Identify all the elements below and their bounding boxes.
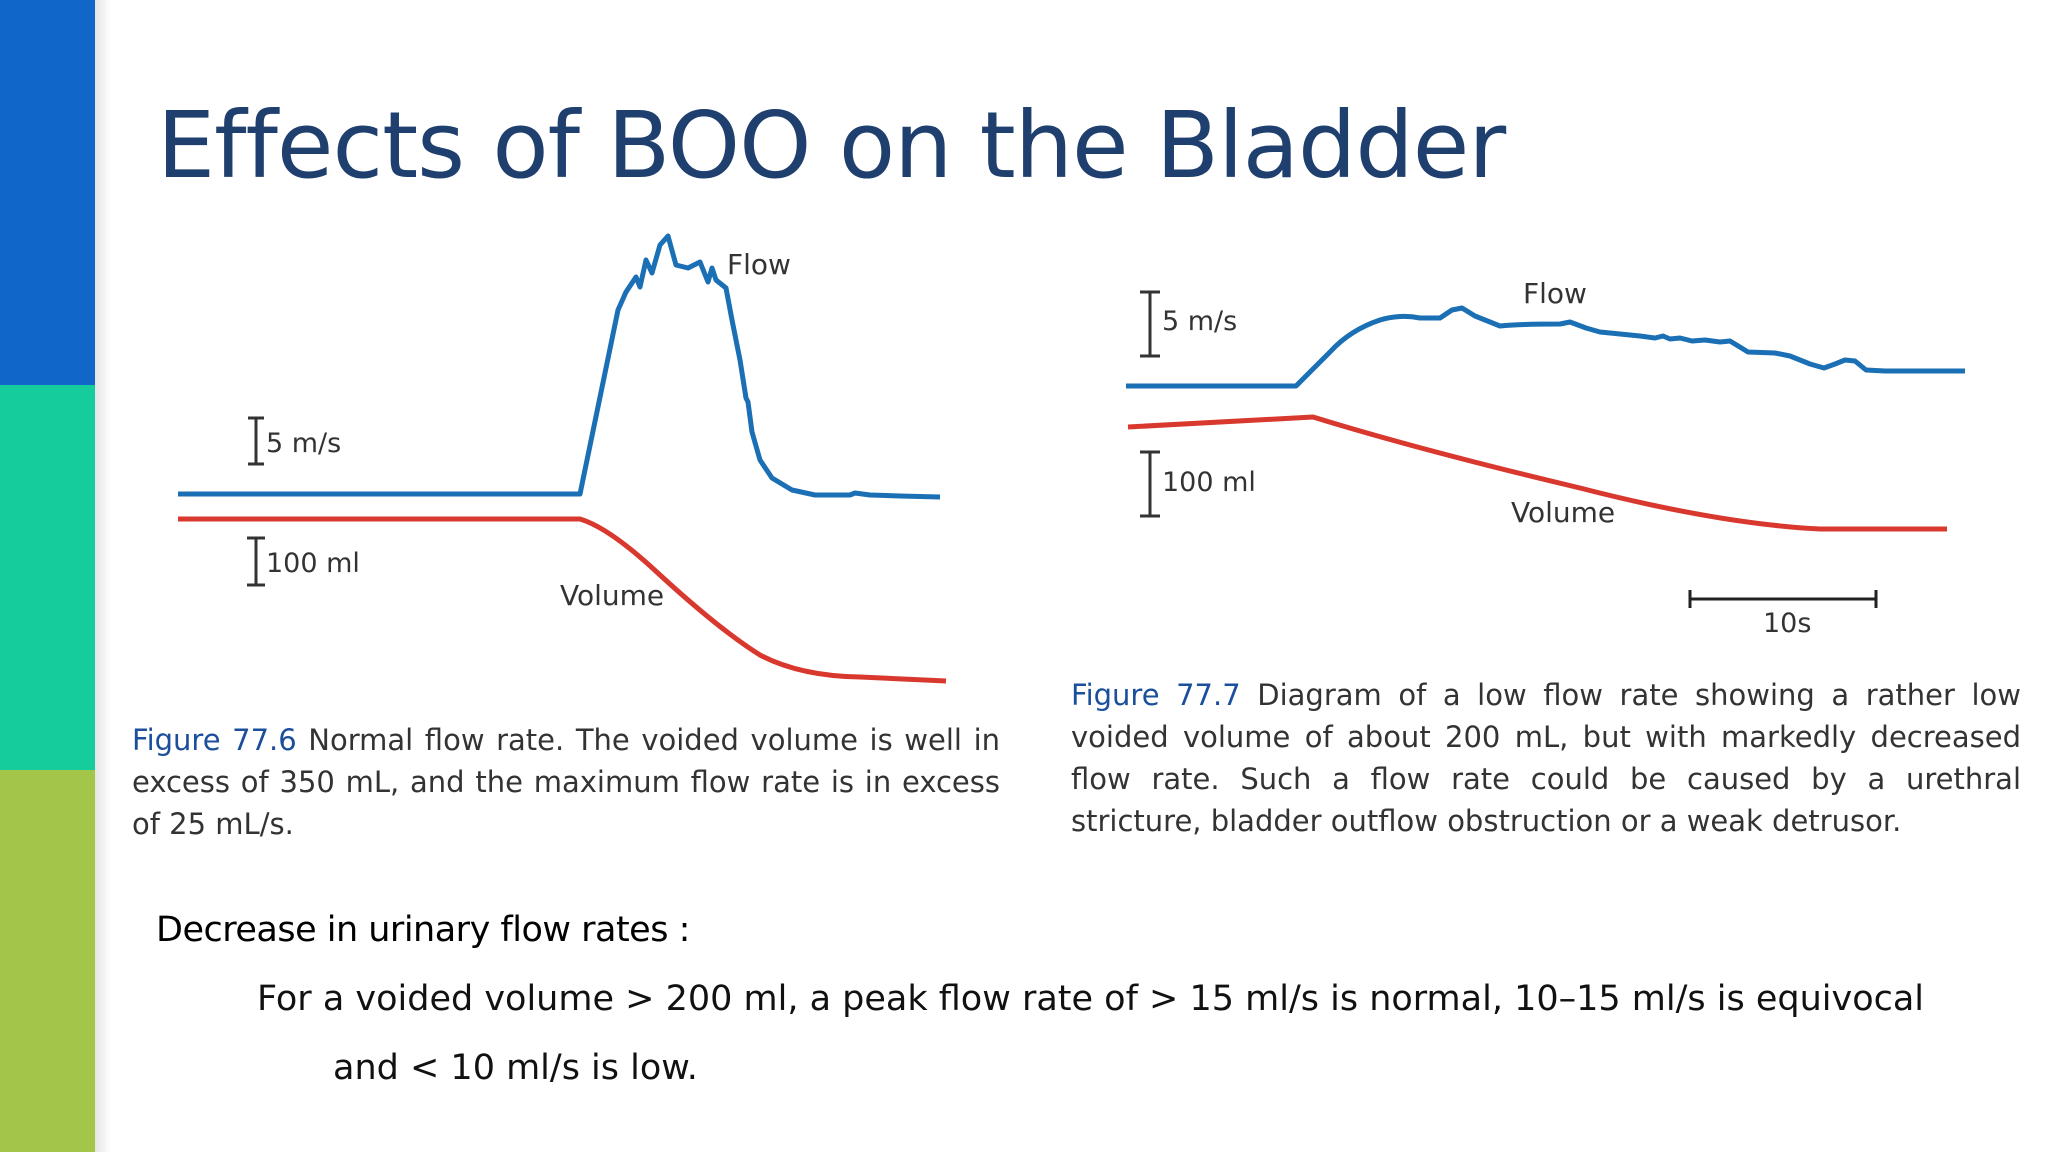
- figure-normal-flow: 5 m/s 100 ml Flow Volume: [178, 233, 947, 684]
- flow-scale-bar-icon: [1140, 290, 1160, 358]
- volume-scale-bar-icon: [1140, 450, 1160, 518]
- volume-label: Volume: [1511, 496, 1615, 529]
- flow-label: Flow: [727, 248, 791, 281]
- accent-band-teal: [0, 385, 95, 770]
- figure-low-flow: 5 m/s 100 ml Flow Volume 10s: [1126, 277, 1965, 639]
- volume-curve: [1127, 414, 1947, 532]
- accent-band-green: [0, 770, 95, 1152]
- caption-text: Diagram of a low flow rate showing a rat…: [1071, 678, 2021, 838]
- figure-label: Figure 77.6: [132, 723, 297, 757]
- accent-band-blue: [0, 0, 95, 385]
- time-scale-label: 10s: [1763, 608, 1811, 639]
- flow-label: Flow: [1523, 277, 1587, 310]
- caption-text: Normal flow rate. The voided volume is w…: [132, 723, 1001, 841]
- volume-label: Volume: [560, 579, 664, 612]
- flow-scale-bar-icon: [248, 416, 264, 466]
- flow-scale-label: 5 m/s: [1162, 306, 1237, 337]
- flow-scale-label: 5 m/s: [266, 428, 341, 459]
- criteria-line-1: For a voided volume > 200 ml, a peak flo…: [257, 979, 1925, 1019]
- flow-curve: [178, 233, 941, 500]
- slide-title: Effects of BOO on the Bladder: [157, 92, 1506, 199]
- volume-scale-bar-icon: [247, 536, 265, 587]
- volume-scale-label: 100 ml: [1162, 467, 1256, 498]
- figure-caption-normal: Figure 77.6 Normal flow rate. The voided…: [132, 719, 1000, 845]
- accent-band-shadow: [95, 0, 111, 1152]
- flow-curve: [1126, 305, 1965, 389]
- volume-curve: [178, 516, 947, 684]
- criteria-line-2: and < 10 ml/s is low.: [333, 1048, 698, 1088]
- section-heading: Decrease in urinary flow rates :: [156, 910, 690, 950]
- volume-scale-label: 100 ml: [266, 548, 360, 579]
- time-scale-bar-icon: [1688, 590, 1878, 608]
- figure-label: Figure 77.7: [1071, 678, 1241, 712]
- figure-caption-low: Figure 77.7 Diagram of a low flow rate s…: [1071, 674, 2021, 842]
